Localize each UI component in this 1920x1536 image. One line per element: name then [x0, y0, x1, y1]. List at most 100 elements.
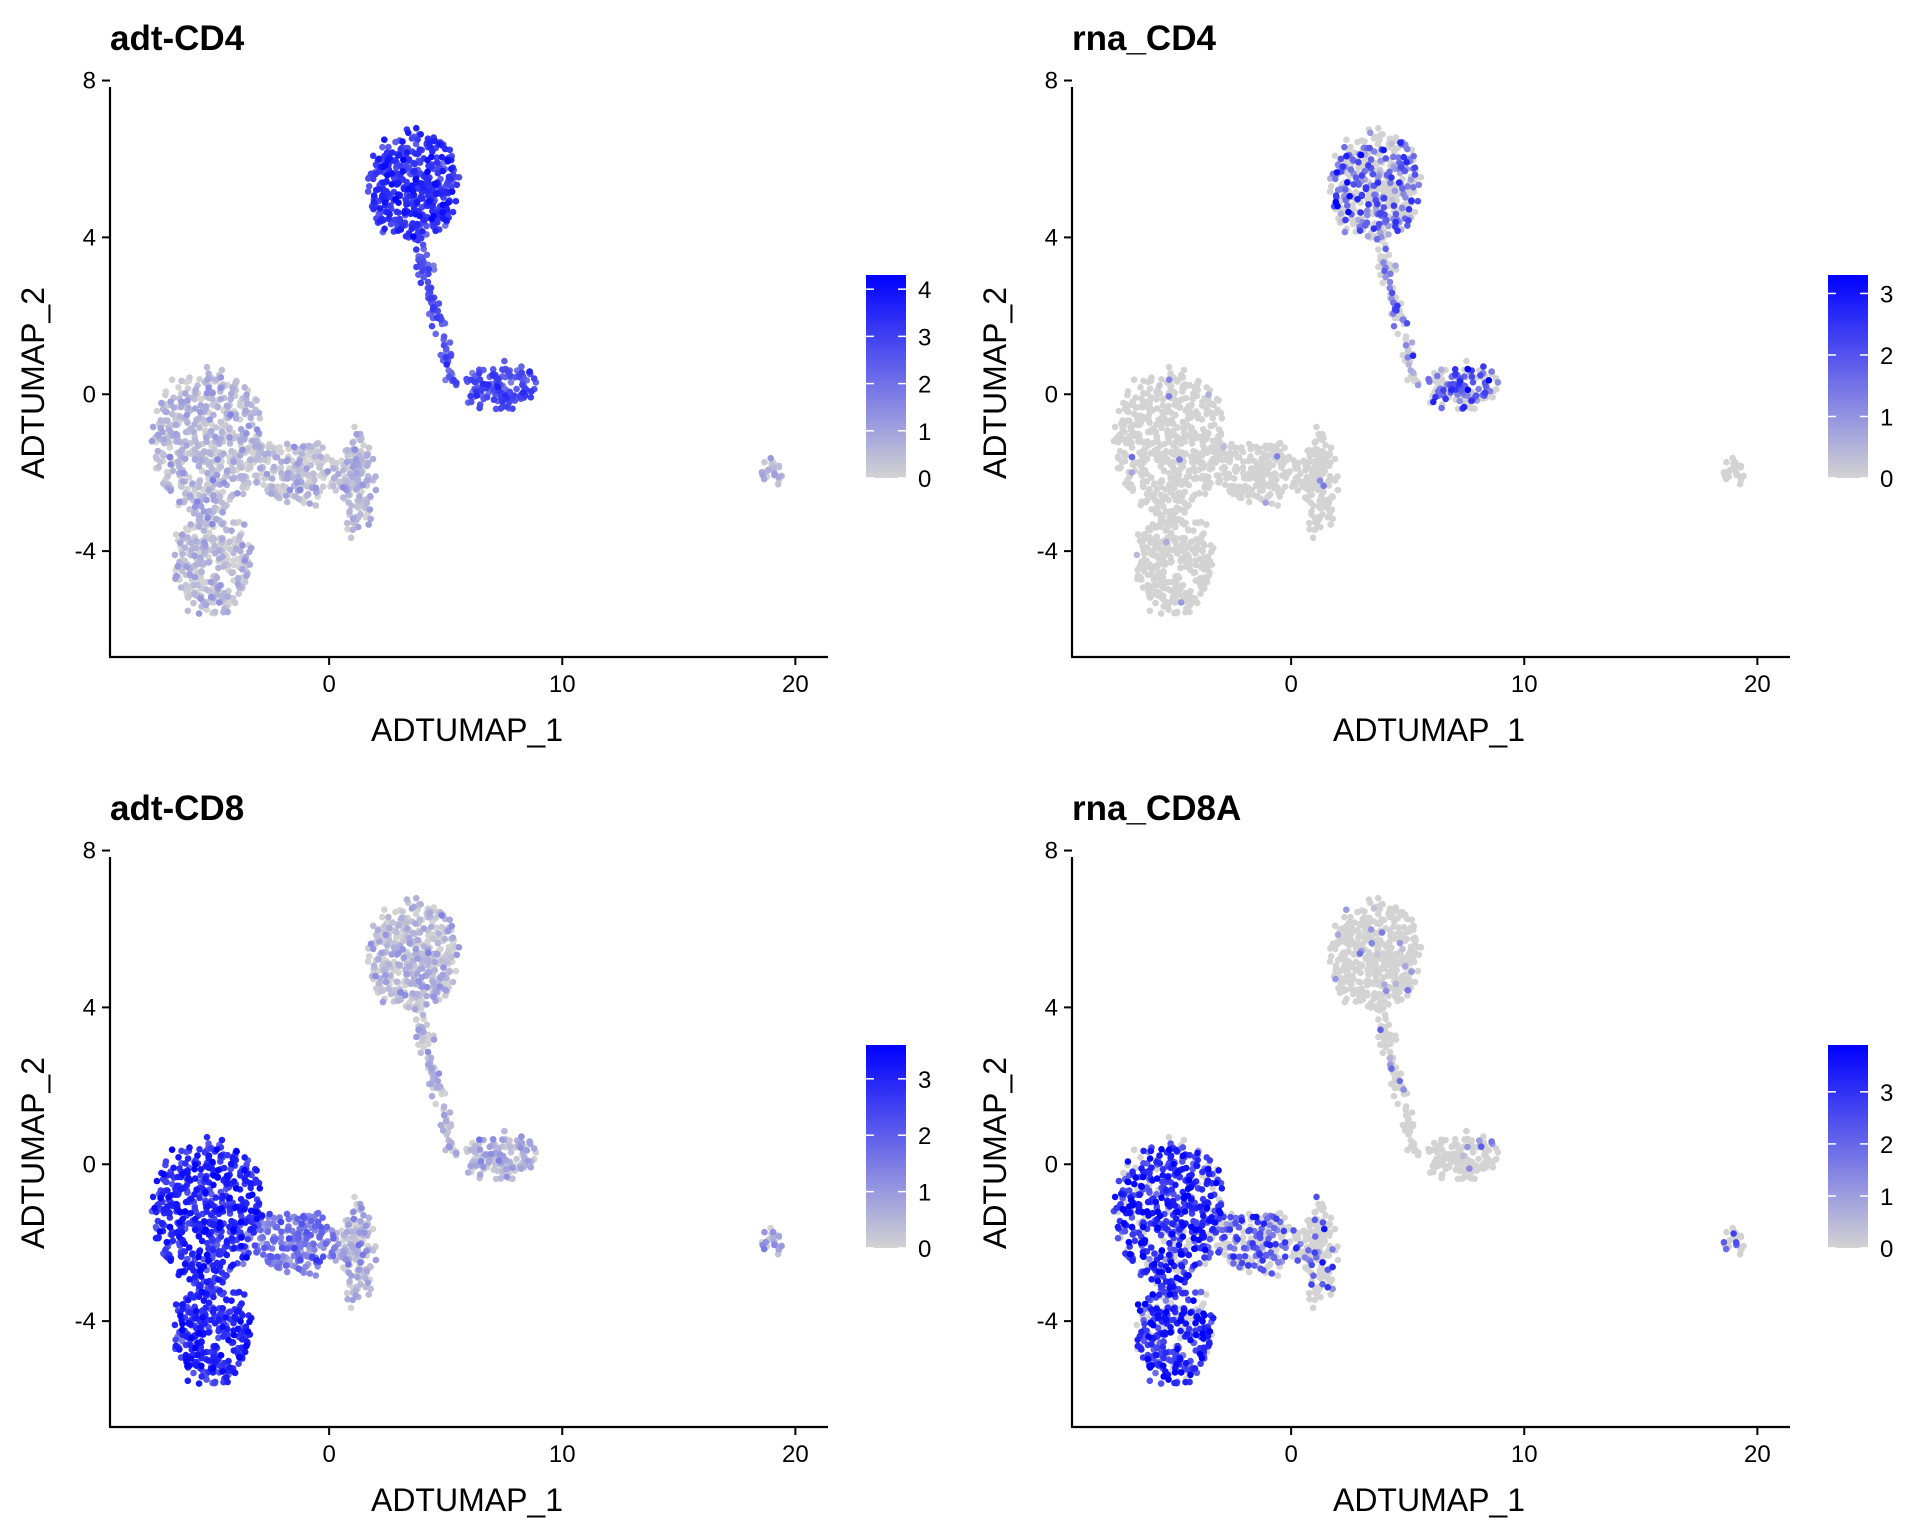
cell-point: [1260, 450, 1268, 457]
cell-point: [278, 1244, 286, 1252]
cell-point: [1308, 470, 1316, 478]
cell-point: [217, 418, 225, 426]
cell-point: [211, 542, 218, 550]
cell-point: [1215, 437, 1223, 445]
cell-point: [434, 939, 442, 947]
cell-point: [1270, 443, 1277, 451]
cell-point: [1374, 179, 1382, 186]
cell-point: [270, 463, 278, 471]
cell-point: [228, 447, 235, 455]
cell-point: [278, 458, 285, 466]
cell-point: [392, 908, 399, 916]
cell-point: [1268, 500, 1276, 507]
cell-point: [1469, 379, 1477, 386]
cell-point: [350, 1208, 357, 1215]
cell-point: [394, 997, 402, 1004]
cell-point: [175, 384, 182, 391]
cell-point: [369, 455, 377, 463]
cell-point: [1375, 124, 1382, 132]
cell-point: [403, 149, 411, 156]
cell-point: [238, 464, 245, 471]
cell-point: [1451, 366, 1459, 373]
cell-point: [1463, 357, 1470, 365]
cell-point: [220, 479, 228, 487]
cell-point: [452, 967, 460, 975]
cell-point: [1200, 565, 1207, 572]
cell-point: [1200, 583, 1208, 591]
cell-point: [203, 363, 211, 371]
cell-point: [1329, 493, 1336, 501]
cell-point: [453, 181, 461, 189]
cell-point: [417, 279, 425, 287]
cell-point: [401, 209, 409, 217]
cell-point: [197, 408, 204, 416]
cell-point: [426, 140, 433, 147]
cell-point: [482, 1151, 489, 1158]
cell-point: [295, 1234, 302, 1242]
cell-point: [187, 539, 195, 547]
cell-point: [1144, 428, 1152, 436]
cell-point: [1149, 585, 1157, 592]
cell-point: [1313, 484, 1320, 491]
y-axis-title: ADTUMAP_2: [977, 287, 1013, 479]
cell-point: [1159, 594, 1166, 602]
cell-point: [446, 339, 454, 346]
cell-point: [1365, 162, 1372, 169]
cell-point: [394, 180, 402, 187]
cell-point: [1192, 557, 1199, 564]
cell-point: [1392, 210, 1400, 218]
cell-point: [430, 303, 437, 311]
cell-point: [277, 448, 285, 456]
cell-point: [1341, 143, 1348, 151]
cell-point: [399, 138, 406, 145]
cell-point: [1227, 443, 1234, 451]
cell-point: [1136, 537, 1144, 544]
cell-point: [476, 1171, 484, 1178]
cell-point: [1172, 450, 1179, 458]
cell-point: [365, 444, 373, 452]
cell-point: [1319, 466, 1327, 474]
cell-point: [487, 1150, 495, 1158]
cell-point: [386, 924, 393, 932]
cell-point: [400, 156, 407, 164]
cell-point: [1182, 394, 1190, 402]
cell-point: [1379, 279, 1387, 287]
cell-point: [319, 444, 326, 452]
cell-point: [178, 446, 186, 454]
cell-point: [322, 1240, 330, 1247]
cell-point: [467, 1162, 474, 1170]
cell-point: [413, 894, 420, 902]
cell-point: [1143, 455, 1151, 463]
cell-point: [345, 1221, 352, 1228]
cell-point: [182, 525, 190, 532]
cell-point: [1188, 453, 1195, 461]
cell-point: [1138, 558, 1145, 566]
cell-point: [213, 515, 220, 523]
cell-point: [388, 951, 396, 958]
cell-point: [1264, 493, 1271, 501]
cell-point: [399, 168, 406, 175]
cell-point: [1389, 196, 1396, 204]
cell-point: [428, 1092, 436, 1100]
cell-point: [1149, 439, 1156, 447]
cell-point: [162, 408, 169, 416]
cell-point: [209, 534, 217, 541]
cell-point: [1208, 548, 1215, 556]
cell-point: [376, 938, 383, 945]
cell-point: [1468, 373, 1476, 381]
cell-point: [441, 145, 449, 153]
cell-point: [1392, 262, 1399, 270]
cell-point: [1153, 573, 1161, 581]
cell-point: [428, 923, 435, 931]
cell-point: [420, 273, 428, 281]
cell-point: [1722, 475, 1730, 483]
cell-point: [203, 481, 211, 489]
cell-point: [433, 1083, 441, 1091]
cell-point: [1165, 606, 1172, 613]
cell-point: [178, 531, 186, 539]
cell-point: [478, 386, 485, 394]
cell-point: [1251, 474, 1258, 481]
cell-point: [494, 383, 502, 391]
cell-point: [195, 483, 202, 491]
cell-point: [1166, 516, 1174, 524]
